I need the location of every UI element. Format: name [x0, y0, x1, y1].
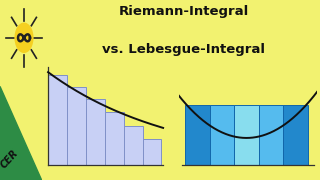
Circle shape [15, 23, 33, 52]
Bar [283, 105, 308, 165]
Bar [67, 87, 86, 165]
Bar [86, 99, 105, 165]
Text: CER: CER [0, 148, 20, 171]
Bar [124, 126, 143, 165]
Text: Riemann-Integral: Riemann-Integral [119, 5, 249, 18]
Bar [185, 105, 210, 165]
Bar [105, 112, 124, 165]
Polygon shape [0, 86, 42, 180]
Bar [259, 105, 283, 165]
Bar [234, 105, 259, 165]
Bar [210, 105, 234, 165]
Text: vs. Lebesgue-Integral: vs. Lebesgue-Integral [102, 43, 266, 56]
Bar [143, 139, 162, 165]
Bar [48, 75, 67, 165]
